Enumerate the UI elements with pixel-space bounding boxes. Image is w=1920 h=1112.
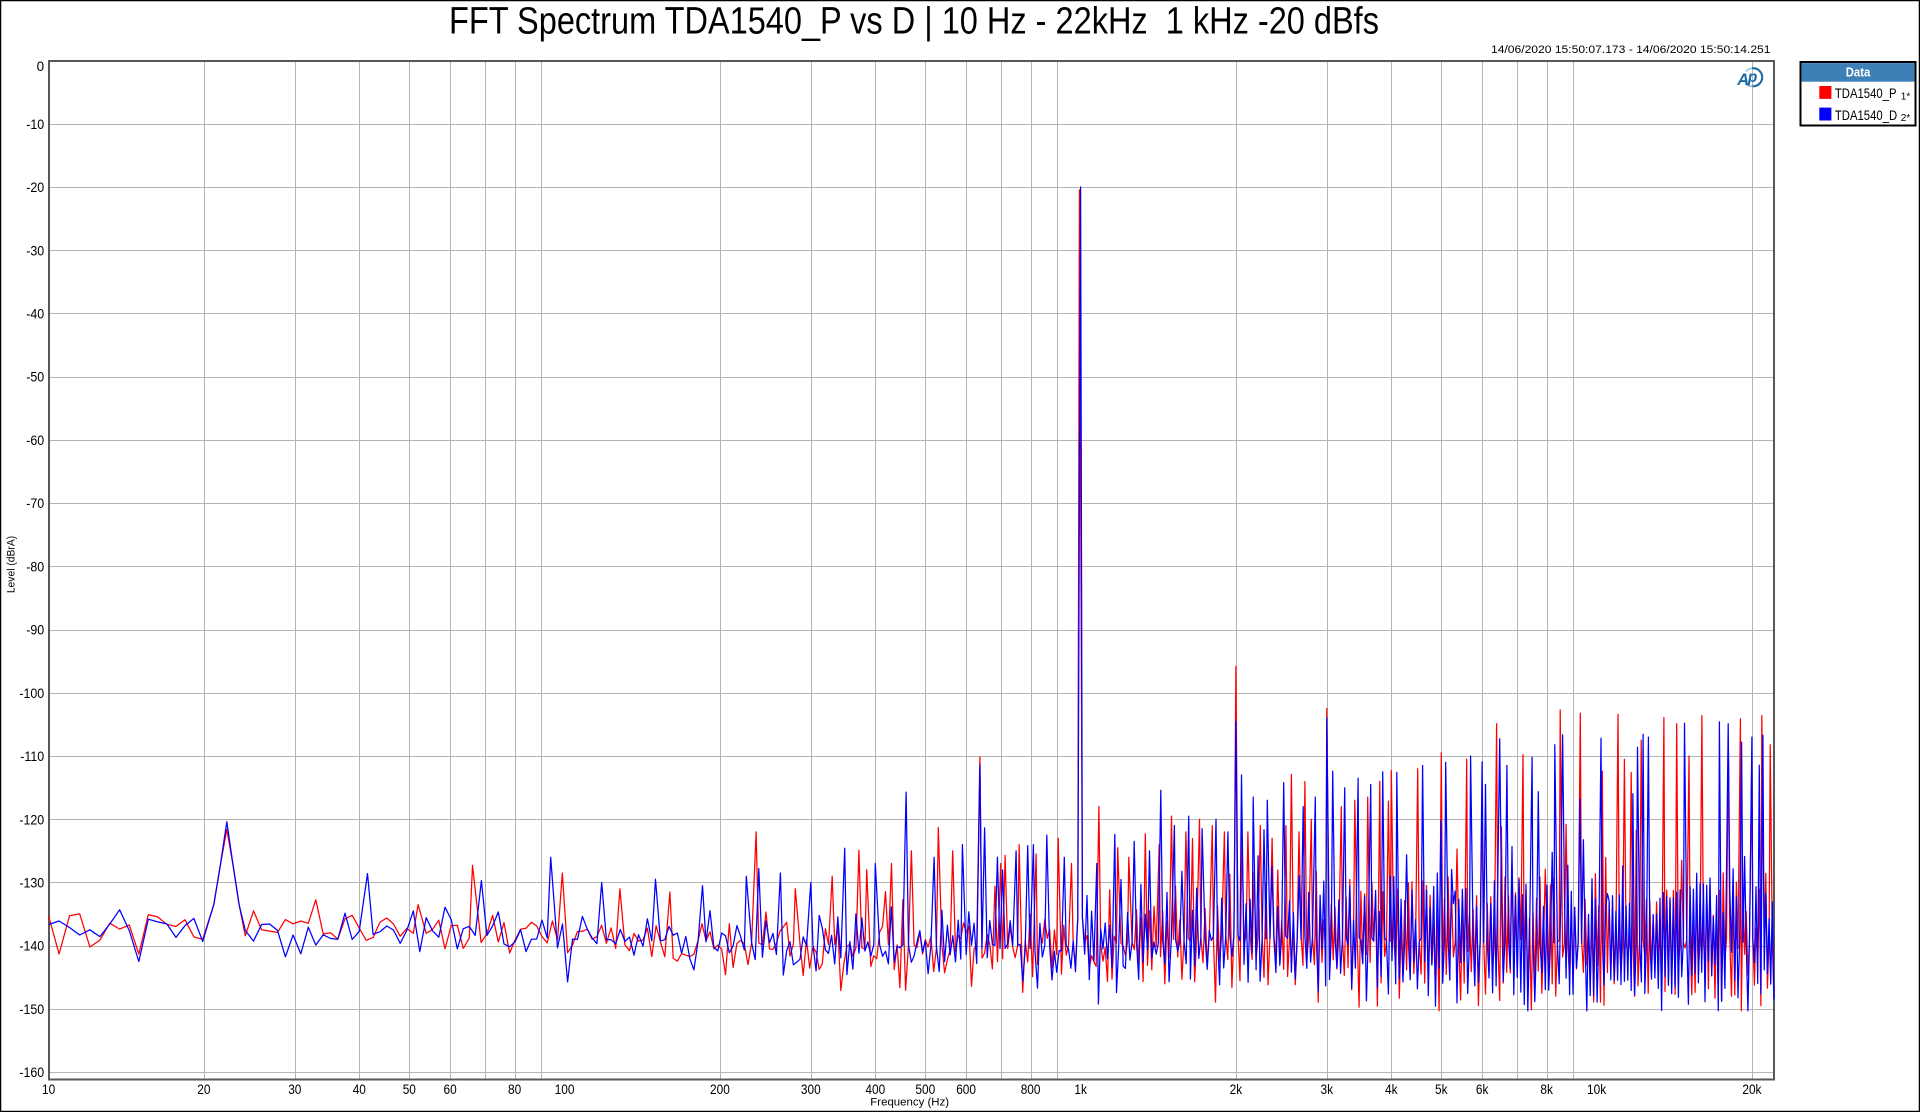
- svg-text:-150: -150: [19, 1001, 44, 1017]
- svg-text:5k: 5k: [1435, 1081, 1448, 1097]
- svg-text:-130: -130: [19, 875, 44, 891]
- svg-text:-30: -30: [26, 243, 44, 259]
- svg-text:60: 60: [443, 1081, 456, 1097]
- svg-text:-50: -50: [26, 369, 44, 385]
- svg-text:2*: 2*: [1901, 113, 1911, 124]
- svg-text:80: 80: [508, 1081, 521, 1097]
- svg-text:400: 400: [865, 1081, 885, 1097]
- svg-text:50: 50: [403, 1081, 416, 1097]
- svg-text:1k: 1k: [1074, 1081, 1087, 1097]
- svg-text:-140: -140: [19, 938, 44, 954]
- svg-text:Level (dBrA): Level (dBrA): [5, 536, 17, 593]
- svg-text:-90: -90: [26, 622, 44, 638]
- svg-text:-120: -120: [19, 812, 44, 828]
- svg-text:40: 40: [353, 1081, 366, 1097]
- svg-text:-20: -20: [26, 180, 44, 196]
- svg-text:Data: Data: [1846, 65, 1871, 80]
- svg-text:30: 30: [288, 1081, 301, 1097]
- svg-text:800: 800: [1021, 1081, 1041, 1097]
- svg-text:4k: 4k: [1385, 1081, 1398, 1097]
- svg-text:500: 500: [915, 1081, 935, 1097]
- svg-text:6k: 6k: [1476, 1081, 1489, 1097]
- svg-text:100: 100: [555, 1081, 575, 1097]
- svg-text:-160: -160: [19, 1065, 44, 1081]
- svg-text:TDA1540_P: TDA1540_P: [1835, 85, 1897, 102]
- svg-text:-10: -10: [26, 116, 44, 132]
- svg-text:600: 600: [956, 1081, 976, 1097]
- svg-text:10k: 10k: [1587, 1081, 1607, 1097]
- svg-text:Frequency (Hz): Frequency (Hz): [870, 1097, 949, 1109]
- svg-text:-110: -110: [20, 749, 44, 765]
- svg-text:8k: 8k: [1540, 1081, 1553, 1097]
- svg-text:3k: 3k: [1321, 1081, 1334, 1097]
- svg-text:-70: -70: [26, 496, 44, 512]
- svg-text:200: 200: [710, 1081, 730, 1097]
- svg-text:2k: 2k: [1230, 1081, 1243, 1097]
- svg-text:TDA1540_D: TDA1540_D: [1835, 107, 1897, 124]
- svg-text:20: 20: [197, 1081, 210, 1097]
- svg-text:FFT Spectrum TDA1540_P vs D |: FFT Spectrum TDA1540_P vs D | 10 Hz - 22…: [449, 0, 1379, 42]
- svg-text:A: A: [1736, 71, 1749, 89]
- svg-text:300: 300: [801, 1081, 821, 1097]
- svg-text:14/06/2020 15:50:07.173 - 14/0: 14/06/2020 15:50:07.173 - 14/06/2020 15:…: [1491, 44, 1771, 55]
- svg-text:-40: -40: [26, 306, 44, 322]
- svg-text:p: p: [1747, 69, 1757, 86]
- svg-text:1*: 1*: [1901, 91, 1911, 102]
- svg-text:-100: -100: [19, 685, 44, 701]
- svg-text:0: 0: [37, 59, 45, 74]
- svg-text:-80: -80: [26, 559, 44, 575]
- svg-text:-60: -60: [26, 432, 44, 448]
- svg-text:20k: 20k: [1742, 1081, 1762, 1097]
- svg-text:10: 10: [42, 1081, 55, 1097]
